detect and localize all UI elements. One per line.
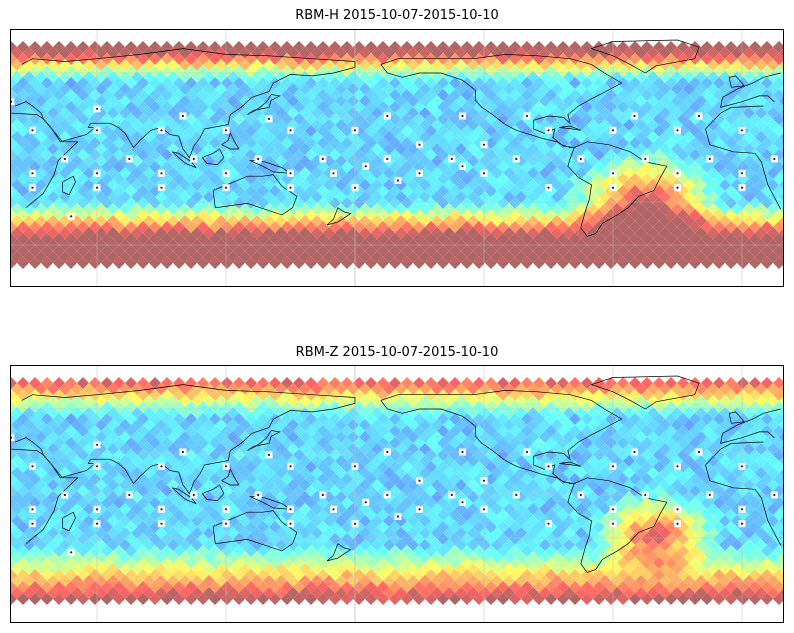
rbm-z-map bbox=[10, 365, 784, 623]
rbm-z-gridlines bbox=[11, 366, 783, 622]
rbm-h-coastlines bbox=[11, 39, 782, 237]
rbm-h-title: RBM-H 2015-10-07-2015-10-10 bbox=[295, 8, 499, 23]
rbm-h-field bbox=[11, 41, 783, 269]
rbm-z-title: RBM-Z 2015-10-07-2015-10-10 bbox=[295, 345, 499, 360]
rbm-z-map-svg bbox=[11, 366, 783, 622]
rbm-h-gridlines bbox=[11, 30, 783, 286]
rbm-h-station-markers bbox=[11, 98, 778, 220]
rbm-z-field bbox=[11, 377, 783, 605]
rbm-h-map bbox=[10, 29, 784, 287]
rbm-h-map-svg bbox=[11, 30, 783, 286]
rbm-z-station-markers bbox=[11, 434, 778, 556]
